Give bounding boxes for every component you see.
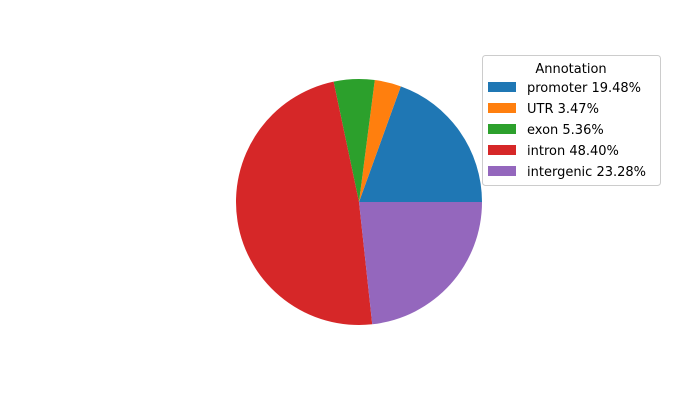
legend-swatch — [488, 103, 516, 113]
legend-label: intergenic 23.28% — [527, 165, 646, 180]
legend-frame — [482, 55, 661, 186]
legend: Annotation promoter 19.48% UTR 3.47% exon … — [482, 55, 661, 186]
pie-slice-intron — [235, 81, 373, 325]
legend-swatch — [488, 145, 516, 155]
pie-slice-intergenic — [359, 202, 482, 325]
legend-label: exon 5.36% — [527, 123, 604, 138]
pie-slice-promoter — [359, 86, 482, 202]
legend-swatch — [488, 82, 516, 92]
pie-slice-utr — [359, 80, 401, 202]
pie-slice-exon — [333, 78, 375, 202]
legend-title: Annotation — [535, 62, 606, 77]
pie-slices — [235, 78, 482, 325]
legend-label: promoter 19.48% — [527, 81, 641, 96]
legend-label: intron 48.40% — [527, 144, 619, 159]
legend-swatch — [488, 124, 516, 134]
legend-label: UTR 3.47% — [527, 102, 599, 117]
legend-swatch — [488, 166, 516, 176]
